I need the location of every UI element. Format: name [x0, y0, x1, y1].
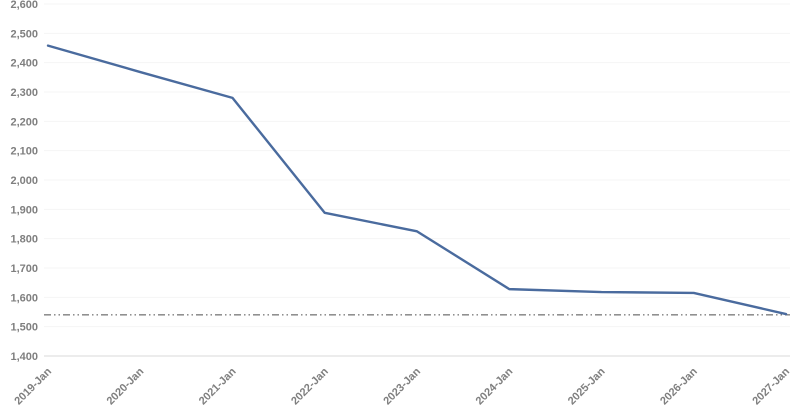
y-tick-label: 1,400 [10, 351, 38, 363]
y-tick-label: 2,400 [10, 58, 38, 70]
x-tick-label: 2020-Jan [105, 365, 147, 407]
y-tick-label: 1,600 [10, 292, 38, 304]
y-tick-label: 1,900 [10, 204, 38, 216]
x-tick-label: 2027-Jan [750, 365, 792, 407]
x-tick-label: 2021-Jan [197, 365, 239, 407]
series-line [46, 44, 788, 316]
x-tick-label: 2019-Jan [12, 365, 54, 407]
x-tick-label: 2026-Jan [658, 365, 700, 407]
y-tick-label: 2,200 [10, 116, 38, 128]
y-tick-label: 2,000 [10, 175, 38, 187]
y-tick-label: 2,300 [10, 87, 38, 99]
x-tick-label: 2022-Jan [289, 365, 331, 407]
x-tick-label: 2025-Jan [566, 365, 608, 407]
y-tick-label: 2,600 [10, 0, 38, 11]
y-tick-label: 2,100 [10, 146, 38, 158]
y-tick-label: 1,800 [10, 234, 38, 246]
y-tick-label: 1,500 [10, 322, 38, 334]
y-tick-label: 2,500 [10, 28, 38, 40]
x-tick-label: 2024-Jan [474, 365, 516, 407]
x-tick-label: 2023-Jan [381, 365, 423, 407]
y-tick-label: 1,700 [10, 263, 38, 275]
